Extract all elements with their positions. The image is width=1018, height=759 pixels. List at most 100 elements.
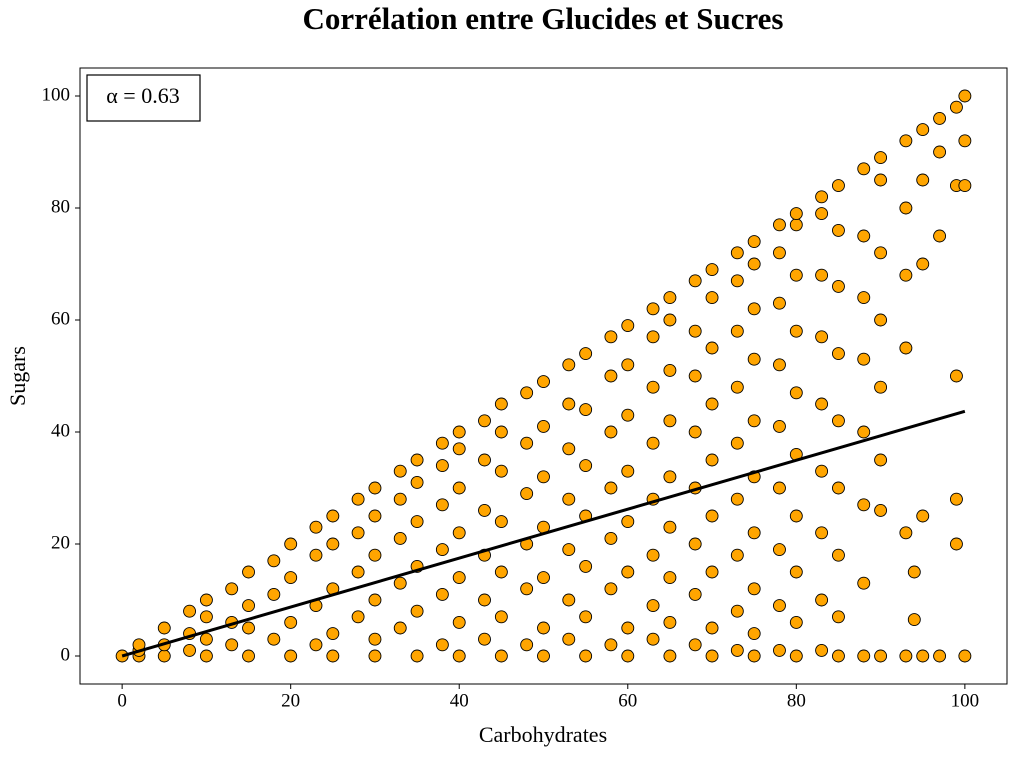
point — [773, 419, 786, 433]
point — [874, 173, 888, 187]
point — [773, 643, 786, 657]
point — [562, 397, 576, 411]
point — [621, 649, 635, 663]
point — [789, 386, 803, 400]
point — [747, 526, 761, 540]
point — [309, 548, 323, 562]
point — [899, 268, 913, 282]
point — [730, 246, 744, 260]
point — [410, 649, 424, 663]
point — [857, 576, 871, 590]
point — [958, 89, 972, 103]
point — [832, 548, 845, 562]
point — [646, 632, 660, 646]
y-tick-label: 100 — [42, 84, 71, 105]
point — [368, 509, 382, 523]
point — [705, 621, 719, 635]
point — [242, 599, 255, 613]
point — [452, 442, 466, 456]
point — [452, 481, 466, 495]
point — [452, 649, 466, 663]
point — [183, 604, 197, 618]
x-axis-label: Carbohydrates — [479, 722, 607, 747]
point — [579, 559, 593, 573]
point — [494, 464, 508, 478]
point — [410, 453, 424, 467]
point — [621, 319, 635, 333]
point — [646, 436, 660, 450]
point — [494, 610, 508, 624]
point — [916, 257, 930, 271]
point — [773, 543, 786, 557]
point — [326, 537, 340, 551]
x-tick-label: 40 — [450, 690, 469, 711]
point — [520, 638, 534, 652]
point — [916, 123, 930, 137]
point — [284, 571, 298, 585]
point — [537, 649, 550, 663]
point — [393, 576, 407, 590]
point — [351, 526, 365, 540]
point — [899, 201, 913, 215]
point — [916, 173, 930, 187]
point — [899, 134, 913, 148]
point — [368, 593, 382, 607]
point — [832, 223, 845, 237]
x-tick-label: 80 — [787, 690, 806, 711]
y-axis-label: Sugars — [5, 346, 30, 406]
y-tick-label: 20 — [51, 532, 70, 553]
point — [579, 459, 593, 473]
point — [435, 543, 449, 557]
point — [562, 358, 576, 372]
point — [916, 649, 930, 663]
point — [705, 509, 719, 523]
annotation: α = 0.63 — [106, 83, 179, 108]
point — [874, 649, 888, 663]
point — [562, 593, 576, 607]
point — [730, 436, 744, 450]
point — [267, 554, 281, 568]
point — [773, 246, 786, 260]
point — [815, 643, 829, 657]
point — [478, 632, 491, 646]
point — [688, 638, 702, 652]
point — [773, 481, 786, 495]
point — [199, 649, 213, 663]
point — [646, 548, 660, 562]
point — [452, 571, 466, 585]
point — [874, 503, 888, 517]
point — [267, 632, 281, 646]
point — [705, 565, 719, 579]
point — [773, 218, 786, 232]
point — [949, 492, 963, 506]
point — [663, 313, 677, 327]
point — [958, 179, 972, 193]
point — [284, 537, 298, 551]
point — [933, 111, 947, 125]
point — [688, 369, 702, 383]
point — [899, 649, 913, 663]
point — [663, 414, 677, 428]
point — [789, 615, 803, 629]
point — [225, 638, 239, 652]
point — [478, 593, 491, 607]
point — [199, 610, 213, 624]
point — [579, 610, 593, 624]
point — [621, 621, 635, 635]
point — [857, 291, 871, 305]
chart-title: Corrélation entre Glucides et Sucres — [303, 1, 784, 36]
point — [604, 481, 618, 495]
x-tick-label: 0 — [117, 690, 127, 711]
point — [773, 358, 786, 372]
point — [773, 296, 786, 310]
point — [688, 425, 702, 439]
point — [789, 218, 803, 232]
point — [435, 638, 449, 652]
point — [520, 386, 534, 400]
point — [225, 582, 239, 596]
point — [815, 464, 829, 478]
point — [435, 587, 449, 601]
point — [520, 487, 534, 501]
point — [832, 481, 845, 495]
point — [730, 643, 744, 657]
